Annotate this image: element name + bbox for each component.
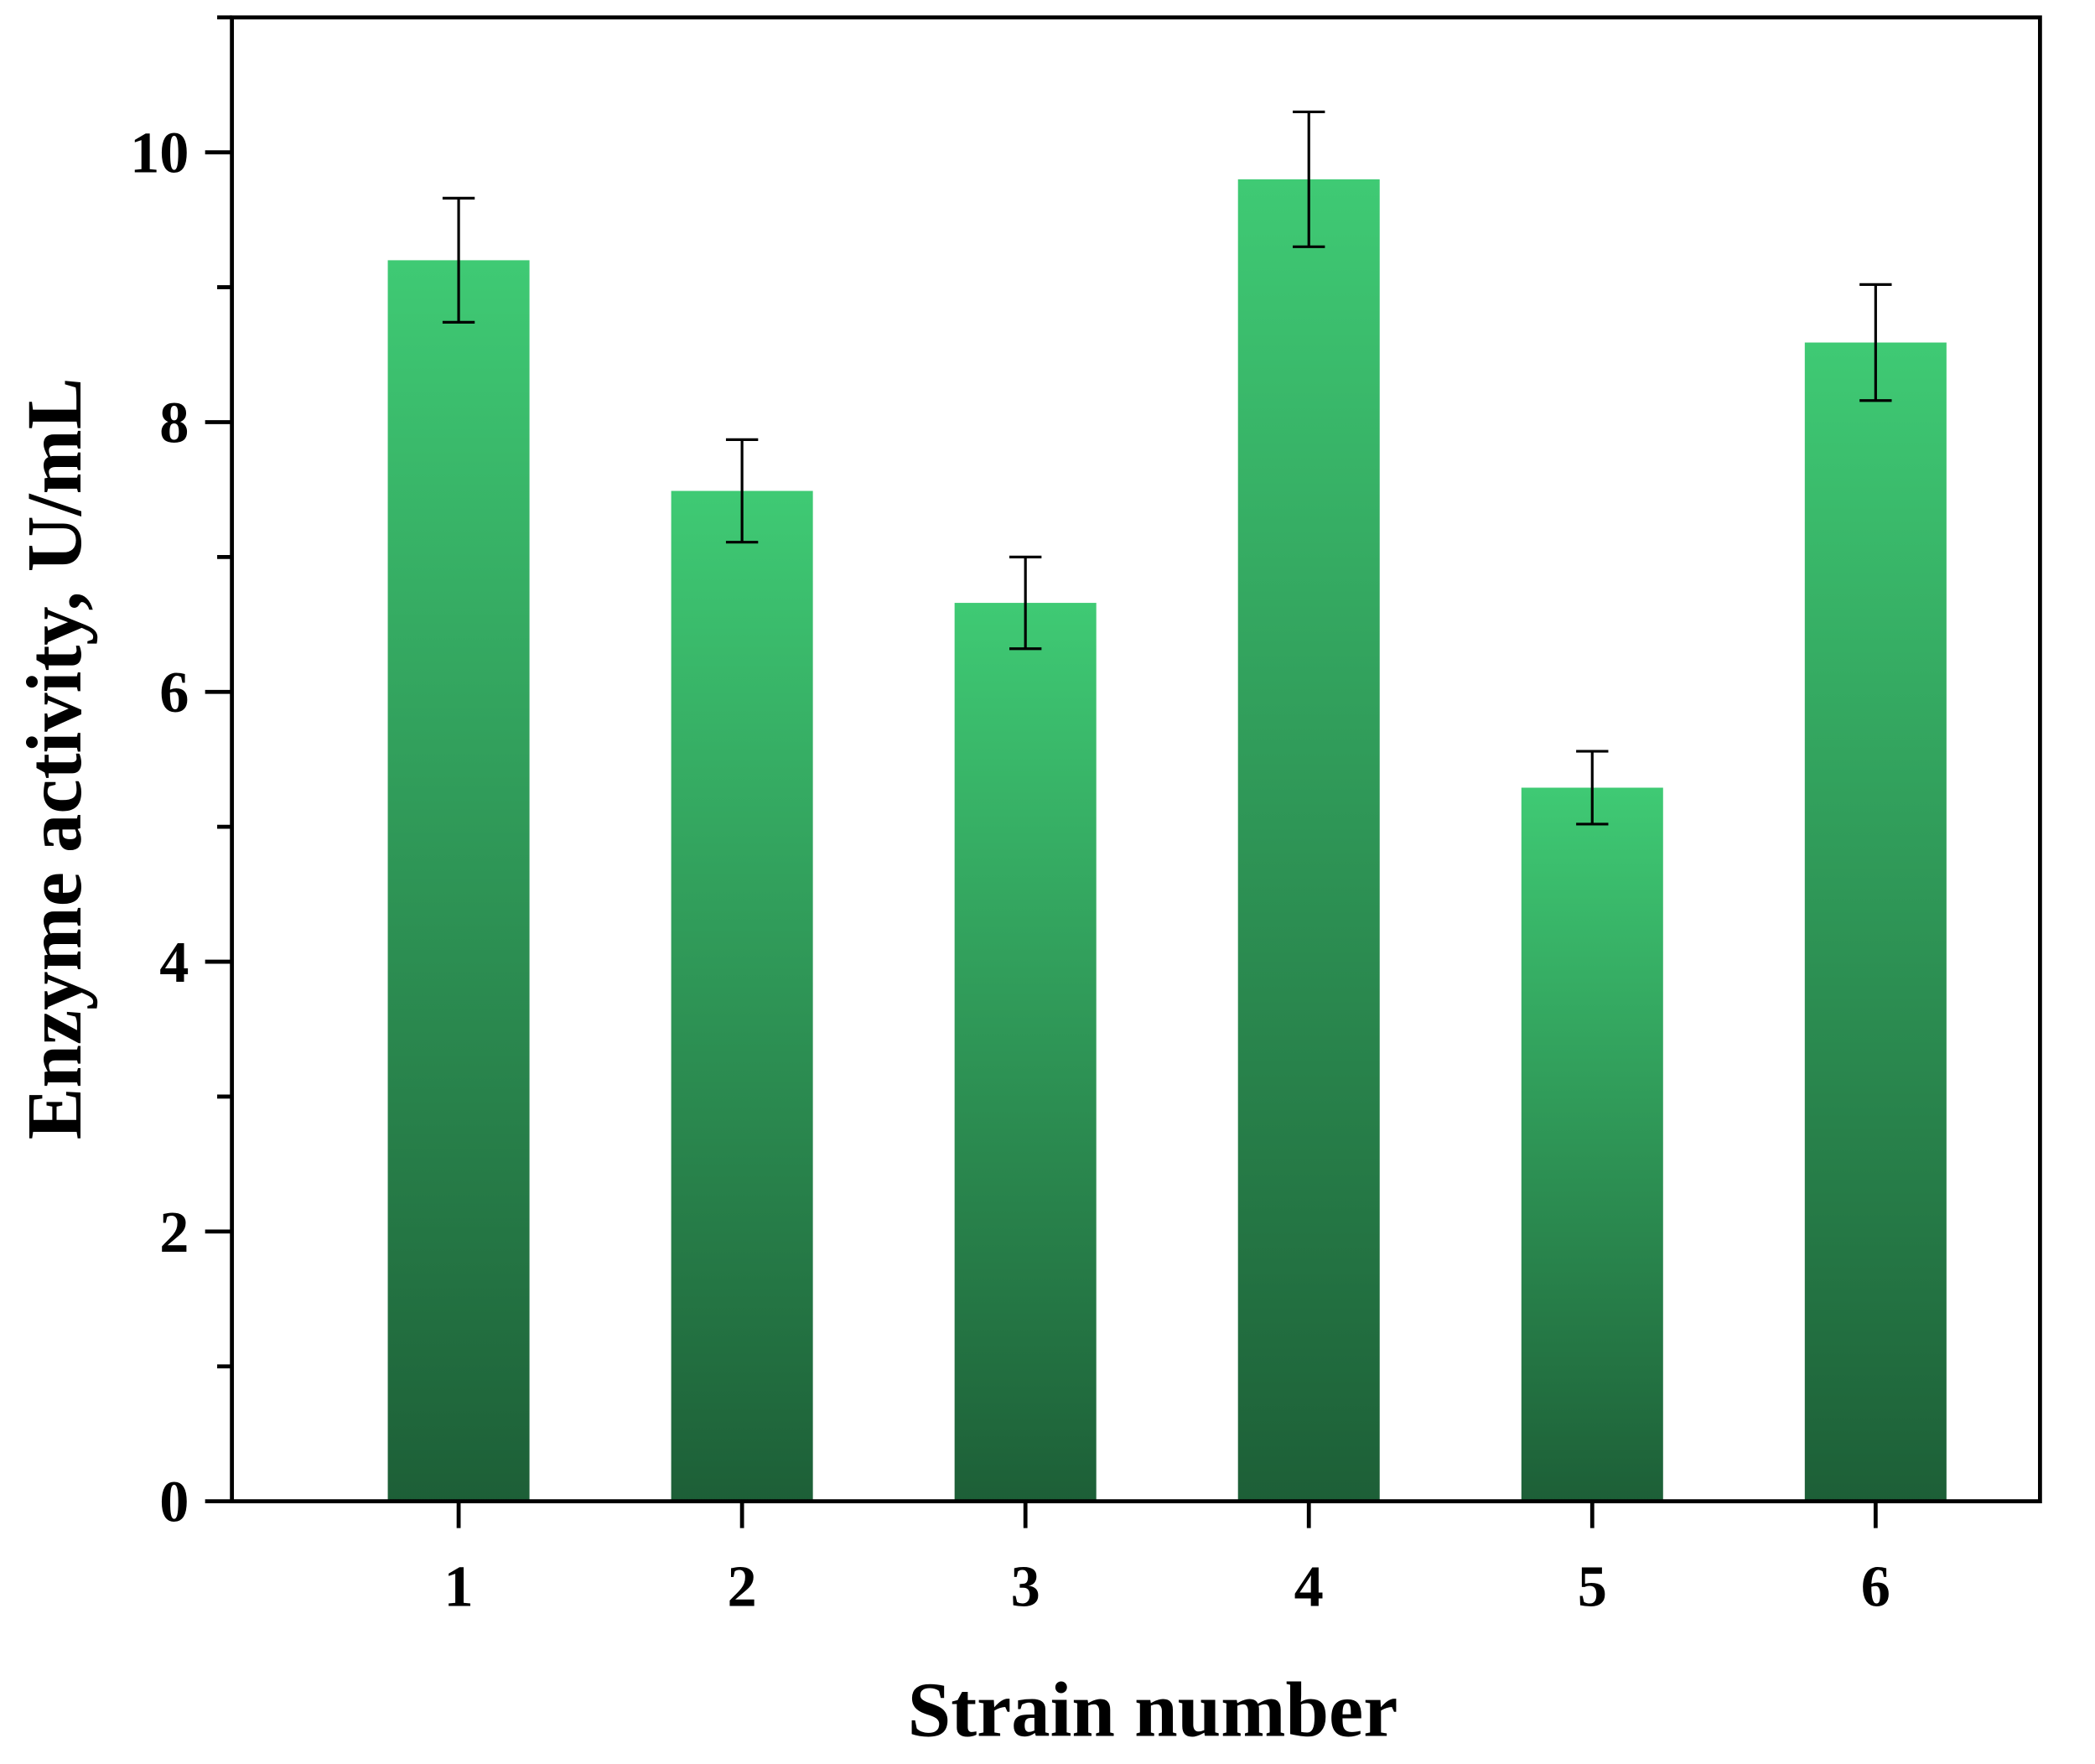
error-bar-5 xyxy=(1576,750,1609,826)
error-bar-2 xyxy=(725,438,759,544)
x-tick-label: 1 xyxy=(443,1554,473,1619)
y-tick-label: 0 xyxy=(159,1470,189,1535)
bar-1 xyxy=(387,260,530,1502)
error-bar-1 xyxy=(442,196,475,324)
y-tick-label: 4 xyxy=(159,930,189,995)
x-tick-label: 3 xyxy=(1011,1554,1040,1619)
y-axis-ticks: 0 2 4 6 8 10 xyxy=(130,15,232,1535)
bar-2 xyxy=(671,490,813,1502)
error-bar-4 xyxy=(1293,110,1325,248)
bar-4 xyxy=(1237,179,1380,1502)
x-tick-label: 5 xyxy=(1578,1554,1607,1619)
y-tick-label: 6 xyxy=(159,660,189,725)
x-axis-label: Strain number xyxy=(908,1667,1398,1753)
error-bar-3 xyxy=(1009,555,1042,651)
plot-frame xyxy=(230,15,2042,1504)
x-axis-ticks: 1 2 3 4 5 6 xyxy=(443,1501,1890,1619)
bar-3 xyxy=(954,603,1097,1502)
bars xyxy=(387,179,1947,1502)
y-tick-label: 10 xyxy=(130,121,189,186)
y-tick-label: 8 xyxy=(159,390,189,455)
error-bar-6 xyxy=(1859,283,1892,402)
y-axis-label: Enzyme activity, U/mL xyxy=(12,377,98,1139)
x-tick-label: 2 xyxy=(728,1554,757,1619)
error-bars xyxy=(442,110,1892,826)
bar-6 xyxy=(1804,342,1947,1502)
x-tick-label: 4 xyxy=(1294,1554,1324,1619)
y-tick-label: 2 xyxy=(159,1200,189,1265)
x-tick-label: 6 xyxy=(1861,1554,1890,1619)
bar-5 xyxy=(1521,787,1663,1502)
